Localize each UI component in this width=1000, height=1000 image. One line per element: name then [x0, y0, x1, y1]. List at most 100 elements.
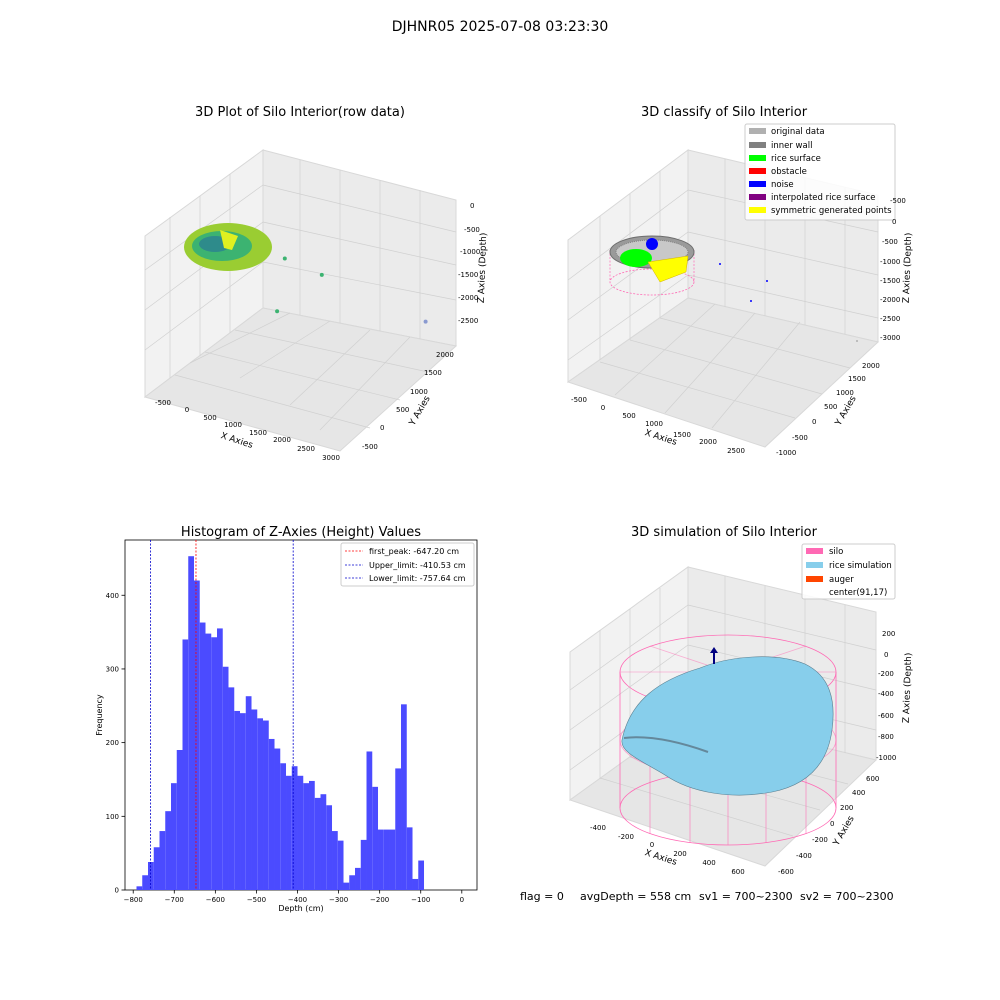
sim-z-tick: -400 — [878, 690, 894, 698]
raw-z-tick: -1500 — [458, 271, 478, 279]
histogram-bar — [280, 763, 287, 890]
raw-gridlines — [144, 160, 457, 431]
legend-swatch-auger — [806, 576, 823, 582]
sim-y-tick: 200 — [840, 804, 853, 812]
sim-auger-tip — [710, 647, 718, 653]
panel-classify-3d: 3D classify of Silo Interior — [566, 105, 914, 457]
histogram-bar — [320, 794, 327, 890]
histogram-x-tick-label: −500 — [247, 896, 266, 904]
raw-x-tick: -500 — [155, 399, 171, 407]
histogram-ref-lines — [150, 540, 294, 890]
raw-rice-peak — [220, 230, 238, 250]
sim-rice-surface — [621, 656, 834, 796]
histogram-y-tick-label: 300 — [106, 665, 119, 673]
classify-y-tick: -500 — [792, 434, 808, 442]
histogram-bar — [263, 720, 269, 890]
legend-swatch-symmetric — [749, 207, 766, 213]
classify-x-tick: 1500 — [673, 431, 691, 439]
histogram-bar — [291, 766, 298, 890]
legend-label-noise: noise — [771, 180, 794, 190]
classify-x-tick: 1000 — [645, 420, 663, 428]
histogram-bar — [349, 875, 356, 890]
panel-histogram: Histogram of Z-Axies (Height) Values −80… — [95, 525, 478, 913]
classify-z-tick: 0 — [892, 218, 896, 226]
sim-x-tick: 0 — [650, 841, 654, 849]
sim-y-tick: -400 — [796, 852, 812, 860]
raw-z-tick: -500 — [464, 226, 480, 234]
raw-outliers — [275, 256, 428, 324]
histogram-bar — [343, 882, 350, 890]
sim-y-tick: -200 — [812, 836, 828, 844]
sim-y-tick: 400 — [852, 789, 865, 797]
classify-noise-point — [766, 280, 768, 282]
sim-y-tick: 600 — [866, 775, 879, 783]
raw-x-tick: 2500 — [297, 445, 315, 453]
sim-z-tick: -1000 — [876, 754, 896, 762]
histogram-bar — [303, 783, 310, 890]
classify-z-label: Z Axies (Depth) — [902, 233, 914, 304]
classify-z-tick: -2500 — [880, 315, 900, 323]
histogram-bar — [412, 878, 419, 890]
raw-z-ticks: 0 -500 -1000 -1500 -2000 -2500 — [458, 202, 480, 325]
histogram-bar — [217, 628, 223, 890]
histogram-bar — [176, 750, 183, 890]
histogram-bar — [332, 831, 338, 890]
sim-z-ticks: 200 0 -200 -400 -600 -800 -1000 — [876, 630, 896, 762]
histogram-y-label: Frequency — [95, 694, 104, 736]
legend-label-lower-limit: Lower_limit: -757.64 cm — [369, 574, 466, 583]
figure-suptitle: DJHNR05 2025-07-08 03:23:30 — [392, 19, 609, 35]
sim-z-tick: 0 — [884, 651, 888, 659]
classify-x-tick: 2500 — [727, 447, 745, 455]
classify-rice-surface — [620, 249, 652, 267]
sim-x-tick: 600 — [731, 868, 744, 876]
classify-x-tick: 500 — [622, 412, 635, 420]
classify-z-tick: -3000 — [880, 334, 900, 342]
histogram-bar — [199, 622, 206, 890]
sim-z-label: Z Axies (Depth) — [902, 653, 914, 724]
raw-y-tick: 500 — [396, 406, 409, 414]
raw-x-tick: 1000 — [224, 421, 242, 429]
histogram-bar — [372, 786, 379, 890]
footer-sv2: sv2 = 700~2300 — [800, 890, 894, 903]
raw-y-tick: 1500 — [424, 369, 442, 377]
classify-x-tick: 2000 — [699, 438, 717, 446]
raw-z-tick: -2000 — [458, 294, 478, 302]
histogram-bar — [188, 556, 194, 890]
histogram-bar — [418, 860, 425, 890]
raw-z-label: Z Axies (Depth) — [477, 233, 489, 304]
footer-status: flag = 0 avgDepth = 558 cm sv1 = 700~230… — [520, 890, 894, 903]
histogram-bar — [171, 783, 177, 890]
classify-z-ticks: -500 0 -500 -1000 -1500 -2000 -2500 -300… — [880, 197, 906, 342]
sim-y-tick: -600 — [778, 868, 794, 876]
raw-x-tick: 0 — [185, 406, 189, 414]
raw-x-tick: 3000 — [322, 454, 340, 462]
panel-raw-title: 3D Plot of Silo Interior(row data) — [195, 105, 405, 120]
raw-x-tick: 2000 — [273, 436, 291, 444]
classify-noise-cluster — [646, 238, 658, 250]
classify-x-tick: 0 — [601, 404, 605, 412]
histogram-bar — [383, 829, 390, 890]
histogram-x-tick-label: −600 — [206, 896, 225, 904]
histogram-bar — [251, 709, 258, 890]
sim-z-tick: -600 — [878, 712, 894, 720]
histogram-bar — [182, 639, 189, 890]
panel-classify-title: 3D classify of Silo Interior — [641, 105, 808, 120]
classify-y-label: Y Axies — [833, 394, 859, 428]
sim-y-label: Y Axies — [831, 814, 857, 848]
classify-noise-point — [750, 300, 752, 302]
classify-y-ticks: -1000 -500 0 500 1000 1500 2000 — [776, 362, 880, 457]
simulation-title: 3D simulation of Silo Interior — [631, 525, 818, 540]
raw-z-tick: -1000 — [460, 248, 480, 256]
histogram-x-tick-label: −800 — [124, 896, 143, 904]
raw-z-tick: 0 — [470, 202, 474, 210]
histogram-bar — [153, 847, 160, 890]
sim-y-ticks: -600 -400 -200 0 200 400 600 — [778, 775, 879, 876]
legend-swatch-original-data — [749, 128, 766, 134]
legend-swatch-noise — [749, 181, 766, 187]
sim-x-tick: 200 — [673, 850, 686, 858]
histogram-bar — [136, 886, 143, 890]
histogram-bar — [355, 867, 361, 890]
footer-avg-depth: avgDepth = 558 cm — [580, 890, 691, 903]
classify-floor-pane — [566, 297, 880, 448]
